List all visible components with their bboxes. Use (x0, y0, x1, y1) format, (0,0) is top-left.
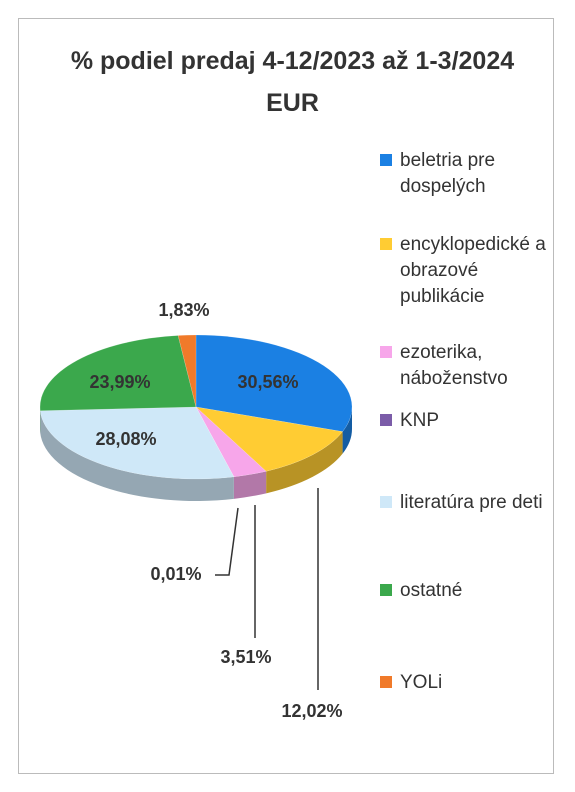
legend-label: ostatné (400, 580, 463, 601)
data-label: 12,02% (281, 701, 342, 721)
chart-title: % podiel predaj 4-12/2023 až 1-3/2024 EU… (70, 47, 515, 117)
legend-swatch (380, 238, 392, 250)
legend-label: KNP (400, 410, 440, 431)
legend-label: encyklopedické a obrazové publikácie (400, 234, 546, 307)
data-label: 0,01% (150, 564, 201, 584)
legend-swatch (380, 584, 392, 596)
legend-item: KNP (380, 408, 560, 434)
legend-item: literatúra pre deti (380, 490, 560, 516)
slice-side (342, 407, 352, 454)
pie-slice (39, 406, 235, 480)
legend-item: encyklopedické a obrazové publikácie (380, 232, 560, 310)
pie-slice (177, 334, 197, 408)
legend-swatch (380, 154, 392, 166)
data-label: 1,83% (158, 300, 209, 320)
legend-swatch (380, 496, 392, 508)
data-label: 23,99% (89, 372, 150, 392)
slice-side (233, 471, 267, 499)
legend-item: YOLi (380, 670, 560, 696)
legend-item: ostatné (380, 578, 560, 604)
leader-line (215, 507, 239, 576)
chart-frame (18, 18, 554, 774)
pie-slice (39, 335, 197, 411)
legend-item: ezoterika, náboženstvo (380, 340, 560, 392)
legend-swatch (380, 676, 392, 688)
legend-label: YOLi (400, 672, 443, 693)
pie-slice (195, 334, 353, 432)
legend-item: beletria pre dospelých (380, 148, 560, 200)
slice-side (266, 431, 343, 494)
data-label: 3,51% (220, 647, 271, 667)
slice-side (40, 410, 234, 501)
legend-label: beletria pre dospelých (400, 150, 496, 197)
legend-swatch (380, 414, 392, 426)
legend-label: ezoterika, náboženstvo (400, 342, 508, 389)
legend-label: literatúra pre deti (400, 492, 543, 513)
pie-slice (195, 406, 344, 472)
pie-slice (195, 406, 267, 478)
data-label: 28,08% (95, 429, 156, 449)
data-label: 30,56% (237, 372, 298, 392)
legend-swatch (380, 346, 392, 358)
